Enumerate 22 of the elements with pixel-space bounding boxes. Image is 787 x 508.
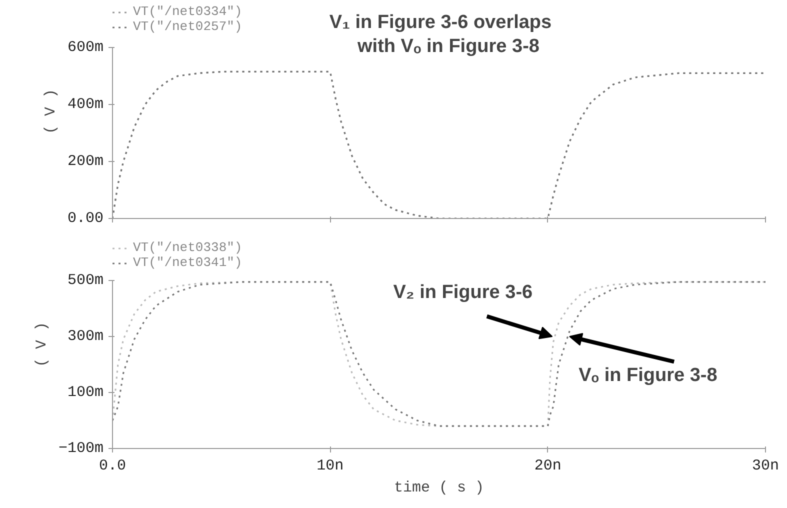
x-axis-title: time ( s ) — [394, 480, 484, 496]
y-tick-label: 100m — [67, 384, 104, 401]
y-axis-title: ( V ) — [33, 322, 50, 368]
y-tick-label: 0.00 — [67, 210, 104, 227]
y-tick-label: 600m — [67, 39, 104, 56]
legend-label: VT("/net0341") — [133, 255, 242, 270]
annotation: Vₒ in Figure 3-8 — [578, 365, 718, 386]
y-tick-label: −100m — [58, 440, 104, 457]
x-tick-label: 30n — [752, 458, 780, 474]
y-tick-label: 200m — [67, 153, 104, 170]
y-tick-label: 500m — [67, 272, 104, 289]
legend-label: VT("/net0257") — [133, 19, 242, 34]
legend-label: VT("/net0334") — [133, 4, 242, 19]
y-tick-label: 400m — [67, 96, 104, 113]
y-tick-label: 300m — [67, 328, 104, 345]
y-axis-title: ( V ) — [42, 88, 60, 134]
x-tick-label: 20n — [534, 458, 562, 474]
x-tick-label: 10n — [316, 458, 344, 474]
x-tick-label: 0.0 — [99, 458, 126, 474]
annotation: V₁ in Figure 3-6 overlaps with Vₒ in Figure 3-8 — [329, 12, 552, 57]
legend-label: VT("/net0338") — [133, 240, 242, 255]
annotation: V₂ in Figure 3-6 — [393, 282, 533, 303]
